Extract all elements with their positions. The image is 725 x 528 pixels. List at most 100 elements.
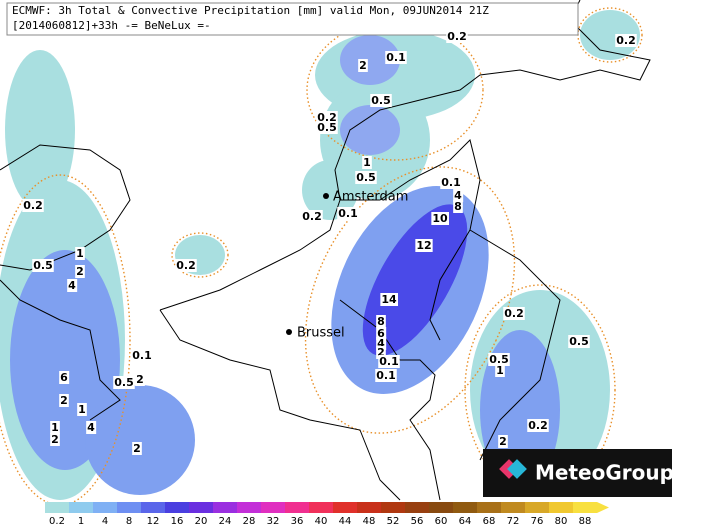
- colorbar-label: 40: [315, 516, 328, 527]
- label-bg: [77, 403, 87, 416]
- contour-label: 6: [377, 327, 385, 340]
- colorbar-segment: [213, 502, 237, 513]
- contour-label: 2: [377, 346, 385, 359]
- contour-label: 0.2: [317, 111, 337, 124]
- colorbar-segment: [573, 502, 597, 513]
- label-bg: [380, 293, 398, 306]
- label-bg: [375, 369, 397, 382]
- contour-label: 4: [377, 337, 385, 350]
- contour-label: 4: [68, 279, 76, 292]
- label-bg: [316, 121, 338, 134]
- contour-label: 1: [51, 421, 59, 434]
- contour-label: 0.1: [441, 176, 461, 189]
- label-bg: [385, 51, 407, 64]
- colorbar-label: 88: [579, 516, 592, 527]
- label-bg: [362, 156, 372, 169]
- colorbar-label: 8: [126, 516, 132, 527]
- contour-label: 0.1: [132, 349, 152, 362]
- contour-label: 2: [359, 59, 367, 72]
- colorbar-segment: [501, 502, 525, 513]
- colorbar-segment: [549, 502, 573, 513]
- label-bg: [59, 394, 69, 407]
- contour-label: 0.5: [489, 353, 509, 366]
- label-bg: [358, 59, 368, 72]
- label-bg: [301, 210, 323, 223]
- colorbar-segment: [69, 502, 93, 513]
- contour-label: 6: [60, 371, 68, 384]
- label-bg: [527, 419, 549, 432]
- contour-label: 2: [499, 435, 507, 448]
- logo: MeteoGroup: [483, 449, 674, 497]
- colorbar-label: 76: [531, 516, 544, 527]
- title-box: ECMWF: 3h Total & Convective Precipitati…: [6, 2, 579, 36]
- contour-label: 0.5: [33, 259, 53, 272]
- colorbar-segment: [453, 502, 477, 513]
- contour-label: 0.1: [338, 207, 358, 220]
- label-bg: [453, 200, 463, 213]
- colorbar-segment: [309, 502, 333, 513]
- label-bg: [453, 189, 464, 202]
- contour-label: 0.2: [23, 199, 43, 212]
- contour-label: 2: [133, 442, 141, 455]
- colorbar-label: 32: [267, 516, 280, 527]
- label-bg: [488, 353, 510, 366]
- colorbar-label: 16: [171, 516, 184, 527]
- contour-label: 8: [377, 315, 385, 328]
- label-bg: [32, 259, 54, 272]
- colorbar-segment: [405, 502, 429, 513]
- label-bg: [175, 259, 197, 272]
- label-bg: [75, 265, 85, 278]
- logo-text: MeteoGroup: [535, 461, 674, 485]
- colorbar-label: 1: [78, 516, 84, 527]
- colorbar-label: 24: [219, 516, 232, 527]
- colorbar-segment: [237, 502, 261, 513]
- colorbar-segment: [525, 502, 549, 513]
- label-bg: [113, 376, 135, 389]
- contour-label: 2: [51, 433, 59, 446]
- label-bg: [376, 337, 387, 350]
- label-bg: [316, 111, 338, 124]
- label-bg: [615, 34, 637, 47]
- label-bg: [446, 30, 468, 43]
- label-bg: [67, 279, 78, 292]
- contour-label: 0.2: [447, 30, 467, 43]
- contour-label: 1: [76, 247, 84, 260]
- title-line: [2014060812]+33h -= BeNeLux =-: [12, 19, 211, 32]
- label-bg: [415, 239, 433, 252]
- contour-label: 12: [416, 239, 431, 252]
- colorbar-segment: [141, 502, 165, 513]
- contour-label: 8: [454, 200, 462, 213]
- label-bg: [22, 199, 44, 212]
- contour-label: 2: [136, 373, 144, 386]
- contour-label: 0.1: [386, 51, 406, 64]
- label-bg: [355, 171, 377, 184]
- colorbar-label: 20: [195, 516, 208, 527]
- contour-label: 0.2: [176, 259, 196, 272]
- city-label: Brussel: [297, 326, 345, 341]
- contour-label: 10: [432, 212, 448, 225]
- colorbar-label: 72: [507, 516, 520, 527]
- contour-labels: 0.2 0.220.10.50.20.510.50.2 0.10.20.148101…: [22, 30, 637, 455]
- colorbar-label: 52: [387, 516, 400, 527]
- contour-label: 0.2: [504, 307, 524, 320]
- label-bg: [132, 442, 142, 455]
- contour-label: 0.2: [616, 34, 636, 47]
- colorbar-label: 68: [483, 516, 496, 527]
- colorbar-label: 48: [363, 516, 376, 527]
- label-bg: [495, 364, 505, 377]
- contour-label: 0.5: [569, 335, 589, 348]
- contour-label: 0.1: [379, 355, 399, 368]
- label-bg: [50, 433, 60, 446]
- colorbar-segment: [429, 502, 453, 513]
- label-bg: [431, 212, 449, 225]
- contour-label: 1: [496, 364, 504, 377]
- contour-label: 0.5: [114, 376, 134, 389]
- contour-label: 2: [76, 265, 84, 278]
- contour-label: 2: [60, 394, 68, 407]
- colorbar-segment: [381, 502, 405, 513]
- colorbar-label: 0.2: [49, 516, 65, 527]
- label-bg: [440, 176, 462, 189]
- colorbar-segment: [477, 502, 501, 513]
- label-bg: [376, 346, 386, 359]
